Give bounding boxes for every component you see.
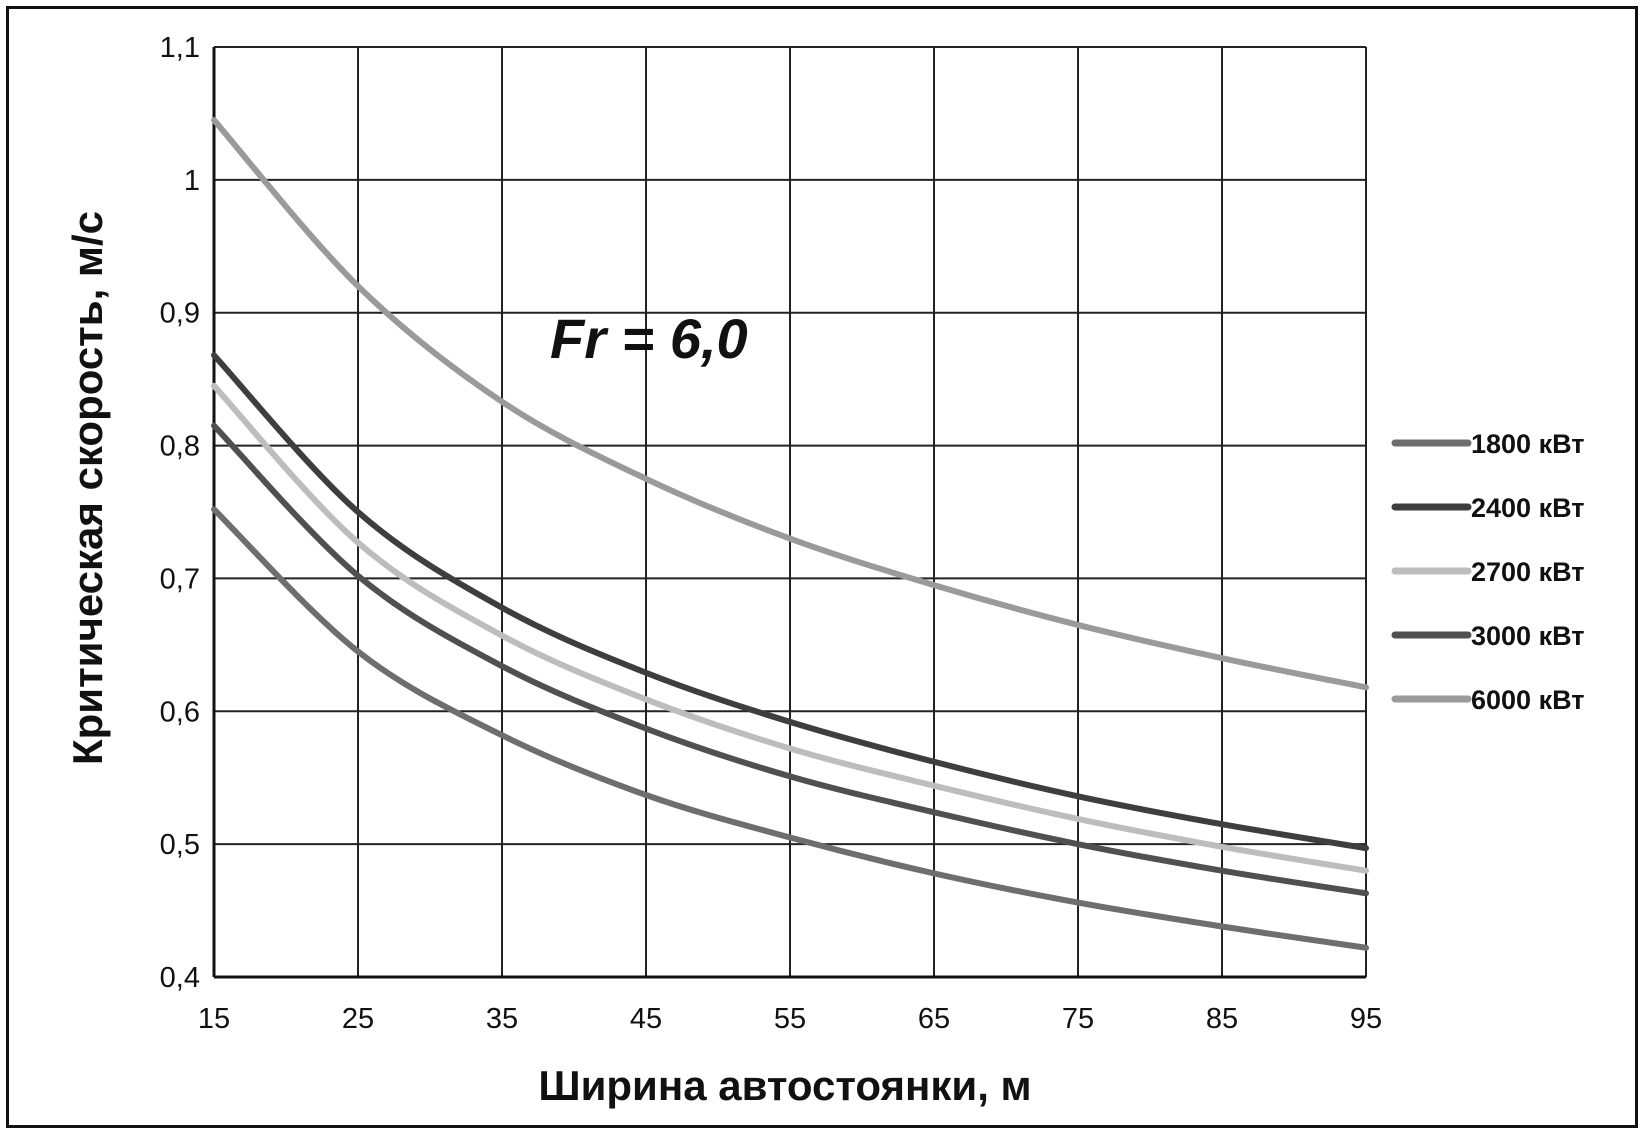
y-tick-label: 0,7 — [160, 563, 200, 595]
series-line-0 — [211, 506, 1369, 951]
x-tick-label: 65 — [918, 1003, 950, 1035]
x-tick-label: 25 — [342, 1003, 374, 1035]
x-tick-label: 85 — [1206, 1003, 1238, 1035]
legend-label-2: 2700 кВт — [1471, 557, 1584, 587]
y-tick-label: 1,1 — [160, 32, 200, 64]
legend-label-1: 2400 кВт — [1471, 493, 1584, 523]
series-line-2 — [211, 382, 1369, 874]
series-line-1 — [211, 352, 1369, 852]
y-tick-label: 1 — [184, 165, 200, 197]
series-line-3 — [211, 422, 1369, 897]
legend-label-3: 3000 кВт — [1471, 621, 1584, 651]
legend-label-4: 6000 кВт — [1471, 685, 1584, 715]
x-axis-ticks: 15 25 35 45 55 65 75 85 95 — [198, 1003, 1382, 1035]
x-tick-label: 75 — [1062, 1003, 1094, 1035]
x-tick-label: 15 — [198, 1003, 230, 1035]
y-axis-ticks: 0,4 0,5 0,6 0,7 0,8 0,9 1 1,1 — [160, 32, 200, 994]
fr-annotation: Fr = 6,0 — [550, 307, 748, 370]
legend: 1800 кВт 2400 кВт 2700 кВт 3000 кВт 6000 кВт — [1391, 429, 1584, 715]
y-axis-title: Критическая скорость, м/с — [64, 211, 111, 765]
x-tick-label: 45 — [630, 1003, 662, 1035]
y-tick-label: 0,5 — [160, 829, 200, 861]
series-line-4 — [211, 117, 1369, 691]
y-tick-label: 0,9 — [160, 298, 200, 330]
x-tick-label: 35 — [486, 1003, 518, 1035]
x-tick-label: 55 — [774, 1003, 806, 1035]
y-tick-label: 0,4 — [160, 962, 200, 994]
legend-label-0: 1800 кВт — [1471, 429, 1584, 459]
x-tick-label: 95 — [1350, 1003, 1382, 1035]
y-tick-label: 0,6 — [160, 696, 200, 728]
y-tick-label: 0,8 — [160, 431, 200, 463]
series-lines — [211, 117, 1369, 951]
x-axis-title: Ширина автостоянки, м — [538, 1062, 1031, 1109]
